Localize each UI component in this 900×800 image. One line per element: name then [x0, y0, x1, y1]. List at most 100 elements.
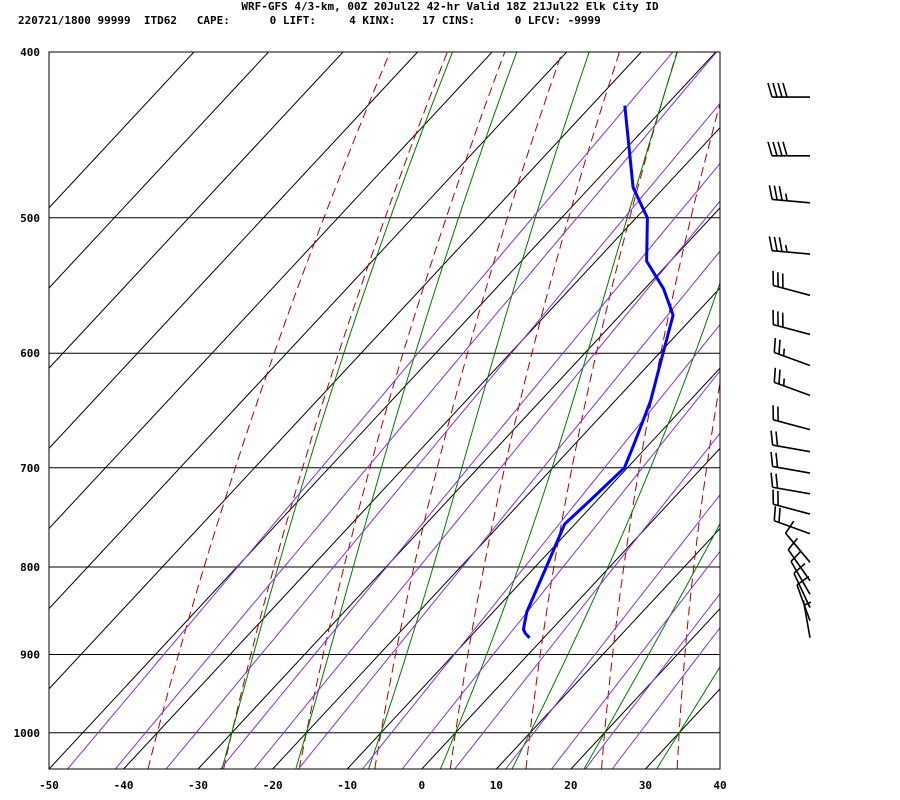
temperature-tick-label: -40 — [114, 779, 134, 792]
mixing-ratio-line — [67, 52, 674, 769]
pressure-tick-label: 1000 — [14, 727, 41, 740]
profile-lines — [521, 105, 756, 639]
barb-feather — [778, 507, 781, 523]
barb-feather — [773, 185, 778, 201]
dry-adiabat-line — [298, 52, 506, 769]
dry-adiabat-line — [828, 0, 900, 769]
barb-feather — [773, 367, 777, 383]
barb-staff — [772, 198, 811, 204]
wind-barb — [784, 520, 811, 563]
moist-adiabat-line — [368, 52, 590, 769]
temperature-tick-label: -50 — [39, 779, 59, 792]
isotherm-line — [49, 52, 344, 369]
barb-feather — [784, 244, 788, 253]
sounding-indices: 220721/1800 99999 ITD62 CAPE: 0 LIFT: 4 … — [18, 14, 601, 27]
barb-feather — [778, 339, 781, 355]
barb-feather — [777, 141, 783, 157]
temperature-tick-label: 40 — [713, 779, 726, 792]
isotherm-line — [49, 52, 568, 610]
plot-frame — [48, 51, 721, 770]
wind-barb — [773, 367, 811, 397]
barb-staff — [774, 351, 811, 367]
dry-adiabat-line — [676, 379, 720, 769]
barb-staff — [790, 561, 811, 595]
axis-labels: 400 500 600 700 800 900 1000 -50 -40 -30 -20 -10 0 10… — [14, 46, 727, 792]
barb-feather — [773, 506, 777, 521]
moist-adiabat-line — [511, 281, 720, 769]
pressure-tick-label: 600 — [20, 347, 40, 360]
barb-feather — [775, 431, 779, 447]
isotherm-line — [272, 287, 720, 769]
pressure-tick-label: 800 — [20, 561, 40, 574]
barb-staff — [796, 584, 811, 621]
barb-feather — [775, 473, 779, 489]
barb-staff — [787, 549, 811, 582]
barb-staff — [773, 419, 811, 431]
isotherm-line — [49, 52, 717, 769]
barb-feather — [782, 348, 786, 356]
dry-adiabat-line — [449, 52, 621, 769]
pressure-tick-label: 400 — [20, 46, 40, 59]
wind-barb — [770, 430, 811, 453]
barb-feather — [782, 378, 786, 386]
mixing-ratio-line — [165, 102, 720, 769]
barb-feather — [787, 537, 798, 551]
parcel-path — [748, 478, 756, 638]
mixing-ratio-line — [401, 370, 720, 769]
mixing-ratio-line — [298, 250, 720, 769]
wind-barb — [772, 310, 811, 336]
mixing-ratio-line — [611, 626, 720, 769]
background-lines — [49, 0, 900, 769]
wind-barb — [773, 506, 811, 535]
mixing-ratio-line — [454, 432, 720, 769]
wind-barb — [787, 537, 811, 582]
barb-feather — [772, 82, 778, 98]
isotherm-line — [49, 52, 270, 289]
barb-feather — [767, 82, 773, 98]
barb-feather — [775, 452, 779, 468]
temperature-tick-label: 10 — [490, 779, 503, 792]
barb-feather — [778, 185, 783, 201]
mixing-ratio-line — [505, 494, 720, 769]
moist-adiabat-line — [439, 52, 678, 769]
barb-staff — [774, 381, 811, 397]
dry-adiabat-line — [147, 52, 391, 769]
barb-feather — [782, 141, 788, 157]
mixing-ratio-line — [551, 550, 720, 769]
temperature-tick-label: -30 — [188, 779, 208, 792]
dewpoint-profile — [521, 105, 675, 639]
temperature-tick-label: 0 — [418, 779, 425, 792]
moist-adiabat-line — [295, 52, 518, 769]
wind-barb — [768, 185, 811, 204]
barb-feather — [770, 430, 774, 446]
wind-barbs — [767, 82, 812, 638]
wind-barb — [770, 451, 811, 474]
wind-barb — [772, 405, 811, 431]
mixing-ratio-line — [114, 52, 718, 769]
pressure-tick-label: 700 — [20, 462, 40, 475]
temperature-tick-label: -10 — [337, 779, 357, 792]
barb-staff — [773, 503, 811, 515]
barb-staff — [773, 323, 811, 336]
wind-barb — [767, 82, 810, 98]
barb-feather — [770, 472, 774, 488]
isotherm-line — [49, 52, 642, 690]
barb-feather — [772, 141, 778, 157]
dry-adiabat-line — [223, 52, 448, 769]
mixing-ratio-line — [585, 592, 720, 769]
isotherm-line — [49, 52, 493, 530]
wind-barb — [793, 563, 811, 608]
isotherm-line — [719, 768, 720, 769]
wind-barb — [773, 337, 811, 367]
dry-adiabat-line — [753, 0, 900, 769]
pressure-tick-label: 500 — [20, 212, 40, 225]
isotherm-line — [123, 126, 720, 769]
barb-feather — [790, 550, 802, 562]
barb-feather — [778, 237, 783, 252]
barb-feather — [767, 141, 773, 157]
wind-barb — [790, 550, 811, 595]
mixing-ratio-line — [253, 200, 720, 769]
temperature-tick-label: 20 — [564, 779, 577, 792]
barb-staff — [772, 465, 811, 474]
